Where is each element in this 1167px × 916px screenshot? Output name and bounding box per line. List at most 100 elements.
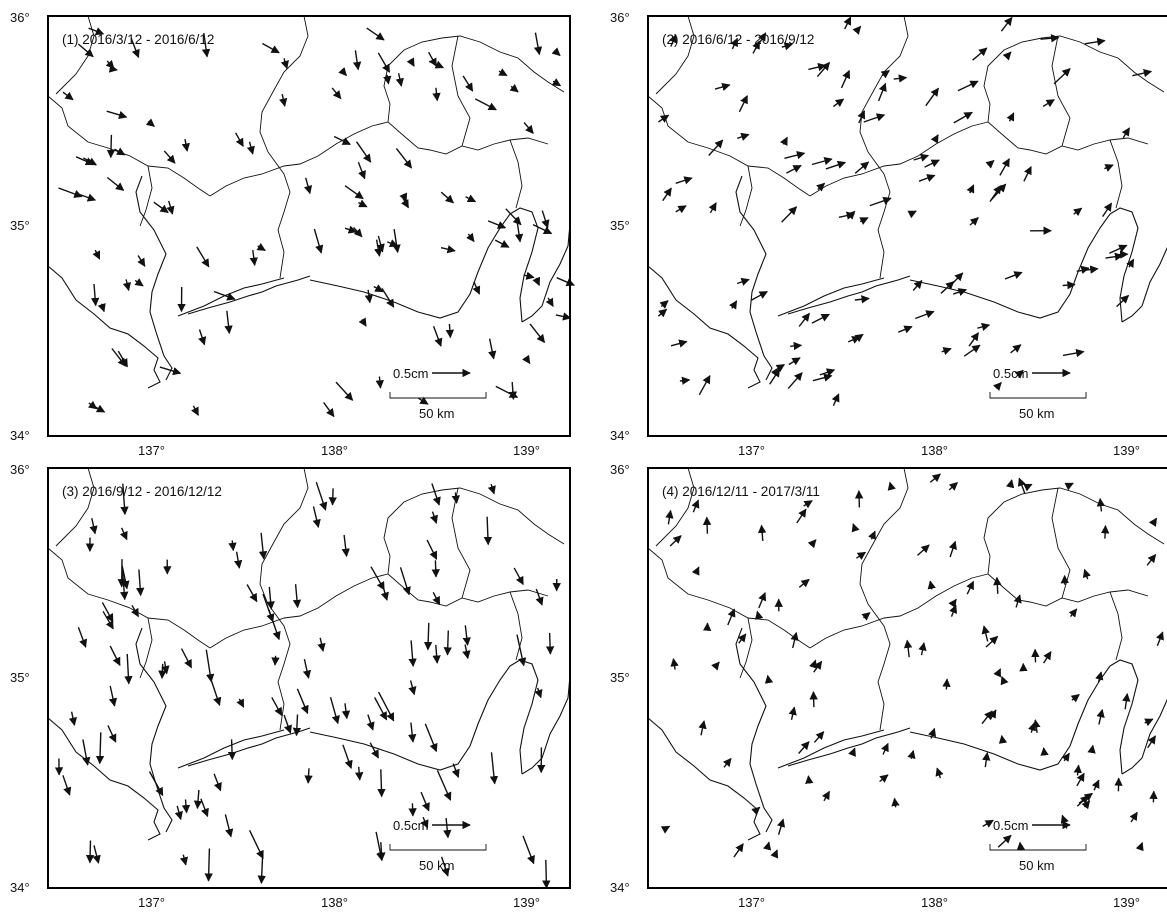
displacement-vector [957, 80, 979, 92]
displacement-vector [708, 202, 717, 214]
displacement-vector [879, 774, 889, 783]
displacement-vector [1147, 735, 1156, 749]
displacement-vector [163, 150, 176, 164]
displacement-vector [418, 396, 429, 405]
displacement-vector [948, 482, 959, 491]
prefecture-border-2 [809, 121, 989, 197]
displacement-vector [487, 483, 496, 495]
displacement-vector [556, 277, 575, 287]
prefecture-border-10 [509, 139, 523, 209]
prefecture-border-8 [867, 151, 891, 279]
coastline-segment-2 [135, 627, 173, 833]
displacement-vector [380, 587, 389, 601]
displacement-vector [533, 32, 543, 56]
displacement-vector [159, 366, 182, 376]
displacement-vector [798, 578, 810, 588]
displacement-vector [355, 141, 372, 163]
displacement-vector [1068, 608, 1078, 618]
lat-label-35: 35° [10, 218, 30, 233]
displacement-vector [130, 38, 140, 59]
displacement-vector [145, 118, 155, 127]
displacement-vector [191, 405, 199, 416]
displacement-vector [542, 859, 551, 889]
displacement-vector [451, 763, 460, 778]
displacement-vector [854, 490, 864, 508]
displacement-vector [158, 663, 167, 680]
displacement-vector [268, 609, 281, 641]
lon-label-139: 139° [1113, 895, 1140, 910]
displacement-vector [342, 744, 353, 769]
displacement-vector [395, 73, 404, 87]
prefecture-border-8 [867, 603, 891, 731]
coastline-segment-6 [509, 659, 539, 775]
displacement-vector [868, 530, 876, 540]
displacement-vector [1014, 369, 1024, 379]
displacement-vector [816, 61, 831, 78]
displacement-vector [296, 688, 309, 715]
displacement-vector [805, 775, 814, 784]
lat-label-34: 34° [610, 880, 630, 895]
displacement-vector [898, 325, 913, 334]
displacement-vector [373, 284, 384, 293]
displacement-vector [201, 32, 211, 58]
prefecture-border-2 [209, 573, 389, 649]
displacement-vector [966, 184, 975, 194]
displacement-vector [781, 206, 798, 223]
displacement-vector [1016, 841, 1025, 851]
displacement-vector [90, 283, 100, 307]
displacement-vector [440, 245, 456, 254]
displacement-vector [790, 631, 799, 649]
displacement-vector [966, 580, 975, 595]
displacement-vector [465, 194, 477, 203]
displacement-vector [1023, 483, 1033, 492]
displacement-vector [88, 27, 105, 36]
displacement-vector [472, 281, 481, 295]
displacement-vector [848, 747, 856, 757]
displacement-vector [354, 766, 364, 781]
displacement-vector [204, 848, 213, 882]
lon-label-138: 138° [321, 443, 348, 458]
displacement-vector [998, 734, 1008, 744]
map-frame [647, 15, 1167, 437]
displacement-vector [532, 223, 553, 235]
displacement-vector [83, 157, 98, 166]
displacement-vector [82, 739, 91, 766]
displacement-vector [777, 818, 786, 835]
coastline-segment-4 [177, 729, 285, 769]
displacement-vector [790, 341, 803, 351]
displacement-vector [375, 376, 384, 389]
displacement-vector [856, 551, 867, 560]
map-frame [47, 467, 571, 889]
displacement-vector [68, 711, 78, 727]
displacement-vector [857, 110, 866, 124]
displacement-vector [1122, 692, 1131, 710]
displacement-vectors [54, 481, 561, 889]
prefecture-border-3 [983, 35, 1165, 123]
displacement-vector [985, 159, 995, 169]
coastline-segment-3 [187, 275, 311, 315]
prefecture-border-4 [987, 573, 1149, 607]
coastline-segment-1 [647, 717, 761, 841]
displacement-vector [863, 113, 886, 123]
displacement-vector [1006, 112, 1015, 122]
displacement-vector [341, 534, 350, 558]
displacement-vector [94, 404, 106, 413]
displacement-vector [993, 576, 1002, 594]
coastline-segment-5 [909, 665, 1111, 771]
displacement-vector [134, 278, 144, 287]
displacement-vector [213, 773, 222, 792]
displacement-vector [972, 47, 988, 61]
displacement-vector [224, 310, 233, 335]
panel-title: (3) 2016/9/12 - 2016/12/12 [62, 484, 222, 499]
displacement-vector [401, 197, 410, 209]
displacement-vector [907, 210, 917, 219]
displacement-vector [1105, 252, 1124, 261]
displacement-vector [840, 69, 851, 89]
lat-label-35: 35° [610, 218, 630, 233]
displacement-vector [181, 799, 191, 814]
displacement-vector [328, 488, 337, 506]
displacement-vector [443, 630, 452, 656]
displacement-vector [659, 300, 669, 309]
displacement-vector [665, 509, 674, 525]
displacement-vector [292, 714, 302, 737]
